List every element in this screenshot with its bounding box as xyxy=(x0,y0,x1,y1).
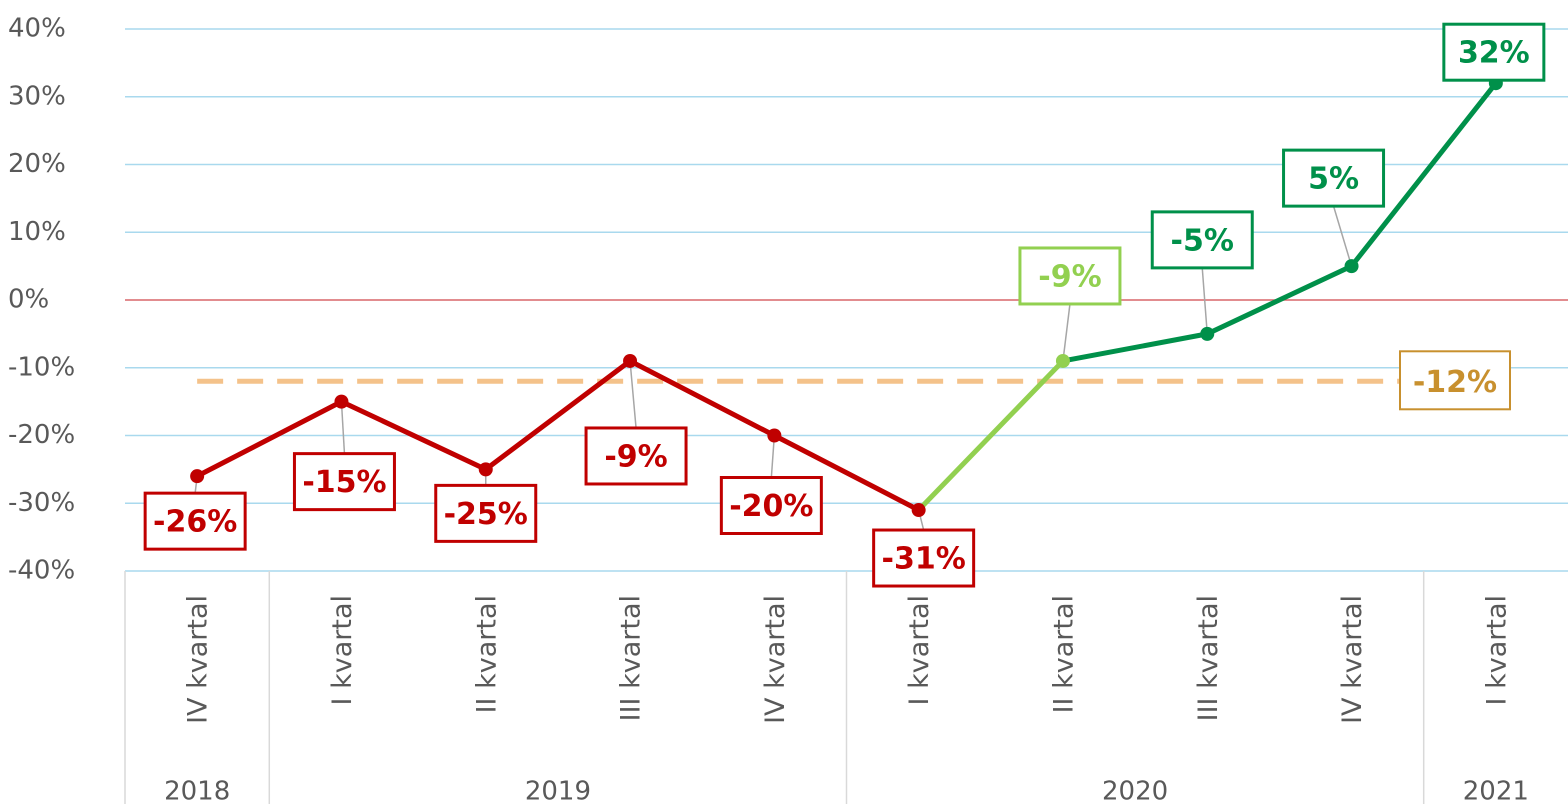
value-label: -20% xyxy=(729,489,813,524)
value-label: -15% xyxy=(302,465,386,500)
label-box xyxy=(1282,148,1386,208)
year-label: 2021 xyxy=(1463,777,1529,804)
line-segment xyxy=(1060,331,1210,364)
value-label: 5% xyxy=(1308,162,1359,197)
value-label: -26% xyxy=(153,505,237,540)
value-label: -25% xyxy=(444,497,528,532)
x-tick-label: I kvartal xyxy=(1481,595,1512,705)
label-box xyxy=(143,491,247,551)
value-label: -9% xyxy=(1038,259,1101,294)
x-tick-label: IV kvartal xyxy=(183,595,214,724)
leader-line xyxy=(629,360,637,429)
value-label: -9% xyxy=(604,439,667,474)
line-segment xyxy=(483,358,633,472)
point xyxy=(623,353,638,368)
line-segment xyxy=(1204,263,1355,337)
line-segment xyxy=(916,358,1066,513)
y-tick-label: -20% xyxy=(8,420,75,450)
label-box xyxy=(1018,246,1122,306)
point xyxy=(190,469,205,484)
point xyxy=(767,428,782,443)
leader-line xyxy=(1332,205,1353,267)
leader-line xyxy=(770,435,776,478)
x-tick-label: I kvartal xyxy=(327,595,358,705)
year-label: 2019 xyxy=(525,777,591,804)
line-segment xyxy=(338,399,489,472)
leader-line xyxy=(340,401,346,454)
leader-line xyxy=(1062,303,1071,362)
y-tick-label: 30% xyxy=(8,81,66,111)
label-box xyxy=(1442,22,1546,82)
label-box xyxy=(872,528,976,588)
y-tick-label: 40% xyxy=(8,14,66,44)
x-tick-label: I kvartal xyxy=(904,595,935,705)
point xyxy=(478,462,493,477)
x-tick-label: III kvartal xyxy=(616,595,647,721)
year-label: 2020 xyxy=(1102,777,1168,804)
year-label: 2018 xyxy=(164,777,230,804)
line-segment xyxy=(627,358,777,438)
label-box xyxy=(584,426,688,486)
leader-line xyxy=(1201,267,1208,334)
value-label: -5% xyxy=(1171,223,1234,258)
average-label: -12% xyxy=(1413,365,1497,400)
x-tick-label: IV kvartal xyxy=(1337,595,1368,724)
x-tick-label: IV kvartal xyxy=(760,595,791,724)
y-tick-label: 20% xyxy=(8,149,66,179)
x-tick-label: II kvartal xyxy=(1048,595,1079,713)
line-segment xyxy=(194,399,344,479)
y-tick-label: 10% xyxy=(8,217,66,247)
label-box xyxy=(292,452,396,512)
point xyxy=(911,503,926,518)
point xyxy=(334,394,349,409)
label-box xyxy=(1150,210,1254,270)
y-tick-label: -40% xyxy=(8,556,75,586)
x-tick-label: III kvartal xyxy=(1193,595,1224,721)
line-segment xyxy=(771,433,922,513)
y-tick-label: -10% xyxy=(8,352,75,382)
value-label: 32% xyxy=(1458,36,1530,71)
y-tick-label: 0% xyxy=(8,285,49,315)
line-segment xyxy=(1349,80,1499,269)
point xyxy=(1344,259,1359,274)
y-tick-label: -30% xyxy=(8,488,75,518)
point xyxy=(1200,326,1215,341)
x-tick-label: II kvartal xyxy=(471,595,502,713)
label-box xyxy=(434,483,538,543)
label-box xyxy=(719,476,823,535)
point xyxy=(1055,353,1070,368)
label-box xyxy=(1399,350,1511,411)
value-label: -31% xyxy=(882,542,966,577)
